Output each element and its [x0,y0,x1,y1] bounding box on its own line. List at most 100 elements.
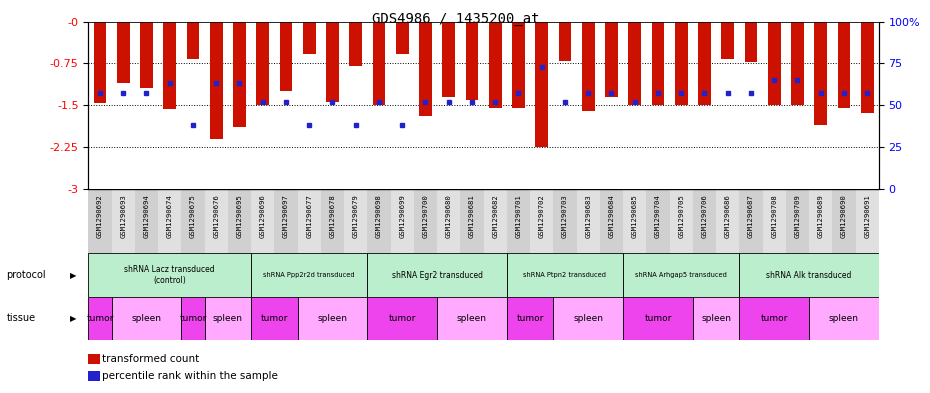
Text: shRNA Alk transduced: shRNA Alk transduced [766,271,852,279]
Bar [553,189,577,253]
Text: GSM1290697: GSM1290697 [283,194,289,238]
Text: tumor: tumor [389,314,416,323]
Text: GSM1290705: GSM1290705 [678,194,684,238]
Text: GSM1290674: GSM1290674 [166,194,173,238]
Bar [257,22,269,105]
Text: GSM1290703: GSM1290703 [562,194,568,238]
Bar [507,297,553,340]
Text: tumor: tumor [644,314,671,323]
Text: GSM1290679: GSM1290679 [352,194,359,238]
Bar [140,22,153,88]
Bar [582,22,594,111]
Bar [88,253,251,297]
Bar [117,22,129,83]
Text: GSM1290689: GSM1290689 [817,194,824,238]
Bar [763,189,786,253]
Text: tumor: tumor [516,314,544,323]
Text: spleen: spleen [317,314,348,323]
Text: spleen: spleen [131,314,162,323]
Text: GSM1290709: GSM1290709 [794,194,801,238]
Bar [809,297,879,340]
Bar [856,189,879,253]
Text: GSM1290701: GSM1290701 [515,194,522,238]
Bar [210,22,222,138]
Bar [768,22,780,105]
Bar [693,297,739,340]
Bar [559,22,571,61]
Text: tumor: tumor [86,314,113,323]
Text: GSM1290675: GSM1290675 [190,194,196,238]
Text: GSM1290676: GSM1290676 [213,194,219,238]
Bar [326,22,339,102]
Bar [419,22,432,116]
Text: GSM1290691: GSM1290691 [864,194,870,238]
Bar [623,189,646,253]
Text: GSM1290706: GSM1290706 [701,194,708,238]
Text: shRNA Egr2 transduced: shRNA Egr2 transduced [392,271,483,279]
Bar [600,189,623,253]
Bar [553,297,623,340]
Text: shRNA Lacz transduced
(control): shRNA Lacz transduced (control) [125,265,215,285]
Bar [298,189,321,253]
Bar [280,22,292,91]
Text: GSM1290685: GSM1290685 [631,194,638,238]
Text: GSM1290704: GSM1290704 [655,194,661,238]
Bar [437,189,460,253]
Text: GSM1290702: GSM1290702 [538,194,545,238]
Text: GSM1290698: GSM1290698 [376,194,382,238]
Text: protocol: protocol [7,270,46,280]
Bar [205,297,251,340]
Text: GSM1290692: GSM1290692 [97,194,103,238]
Bar [298,297,367,340]
Bar [623,297,693,340]
Bar [251,189,274,253]
Text: spleen: spleen [573,314,604,323]
Text: GSM1290677: GSM1290677 [306,194,312,238]
Text: spleen: spleen [701,314,731,323]
Bar [443,22,455,97]
Text: tissue: tissue [7,313,35,323]
Text: GSM1290694: GSM1290694 [143,194,150,238]
Bar [716,189,739,253]
Bar [274,189,298,253]
Bar [460,189,484,253]
Bar [809,189,832,253]
Bar [507,189,530,253]
Bar [646,189,670,253]
Text: shRNA Ptpn2 transduced: shRNA Ptpn2 transduced [524,272,606,278]
Text: shRNA Arhgap5 transduced: shRNA Arhgap5 transduced [635,272,727,278]
Text: GSM1290699: GSM1290699 [399,194,405,238]
Bar [466,22,478,99]
Bar [94,22,106,103]
Bar [832,189,856,253]
Bar [698,22,711,105]
Bar [344,189,367,253]
Bar [739,253,879,297]
Bar [135,189,158,253]
Text: percentile rank within the sample: percentile rank within the sample [102,371,278,382]
Text: GSM1290682: GSM1290682 [492,194,498,238]
Bar [350,22,362,66]
Text: ▶: ▶ [70,271,76,279]
Text: GSM1290687: GSM1290687 [748,194,754,238]
Text: GSM1290695: GSM1290695 [236,194,243,238]
Bar [791,22,804,105]
Bar [88,297,112,340]
Bar [512,22,525,108]
Bar [739,297,809,340]
Bar [158,189,181,253]
Bar [530,189,553,253]
Text: shRNA Ppp2r2d transduced: shRNA Ppp2r2d transduced [263,272,355,278]
Bar [251,297,298,340]
Text: transformed count: transformed count [102,354,200,364]
Bar [536,22,548,147]
Text: GDS4986 / 1435200_at: GDS4986 / 1435200_at [372,12,539,26]
Bar [112,297,181,340]
Bar [373,22,385,105]
Bar [577,189,600,253]
Bar [233,22,246,127]
Text: spleen: spleen [457,314,487,323]
Bar [367,297,437,340]
Bar [181,297,205,340]
Bar [321,189,344,253]
